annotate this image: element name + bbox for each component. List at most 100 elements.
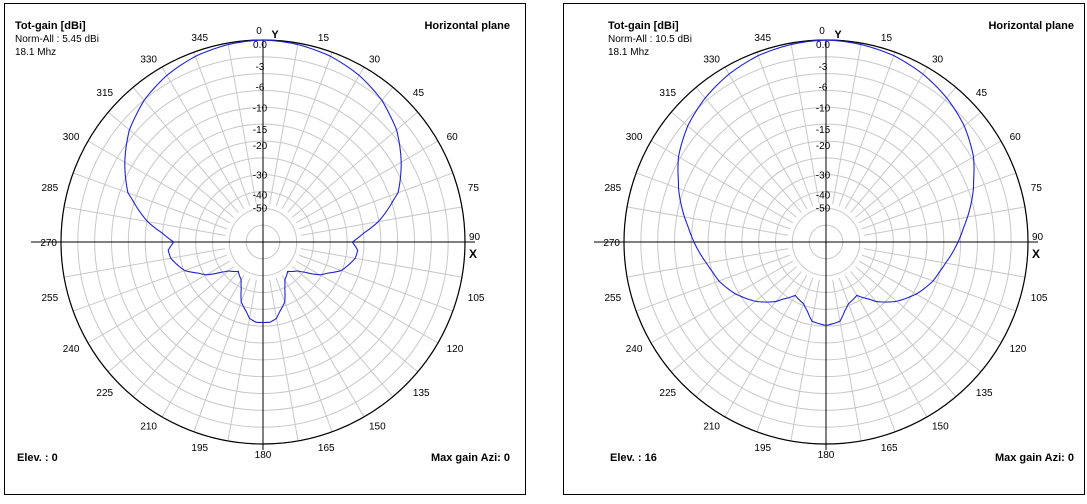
grid-spoke (670, 111, 797, 218)
radial-tick-label: -50 (816, 204, 831, 215)
radial-tick-label: -6 (256, 82, 265, 93)
grid-spoke (844, 66, 928, 210)
angle-tick-label: 285 (605, 183, 622, 194)
grid-spoke (287, 271, 394, 398)
radial-tick-label: -30 (253, 170, 268, 181)
y-axis-letter: Y (271, 29, 279, 41)
angle-tick-label: 180 (818, 450, 835, 461)
grid-spoke (790, 42, 820, 205)
angle-tick-label: 75 (468, 183, 480, 194)
grid-spoke (695, 86, 802, 213)
polar-chart-right: Tot-gain [dBi] Norm-All : 10.5 dBi 18.1 … (594, 20, 1074, 464)
angle-tick-label: 120 (1010, 344, 1027, 355)
grid-spoke (193, 277, 251, 432)
x-axis-letter: X (1032, 247, 1040, 261)
angle-tick-label: 90 (469, 232, 481, 243)
grid-spoke (832, 279, 862, 442)
angle-tick-label: 285 (42, 183, 59, 194)
angle-tick-label: 225 (659, 388, 676, 399)
plane-label: Horizontal plane (424, 20, 510, 32)
grid-spoke (844, 274, 928, 418)
elevation-label: Elev. : 16 (610, 452, 657, 464)
grid-spoke (670, 266, 797, 373)
grid-spoke (298, 254, 453, 312)
angle-tick-label: 270 (603, 238, 620, 249)
radial-tick-label: -20 (253, 141, 268, 152)
angle-tick-label: 195 (191, 443, 208, 454)
radial-tick-label: -40 (253, 191, 268, 202)
angle-tick-label: 315 (659, 88, 676, 99)
angle-tick-label: 255 (42, 293, 59, 304)
grid-spoke (861, 172, 1016, 230)
grid-spoke (855, 111, 982, 218)
angle-tick-label: 15 (881, 33, 893, 44)
grid-spoke (275, 277, 333, 432)
plane-label: Horizontal plane (988, 20, 1074, 32)
grid-spoke (295, 260, 439, 344)
y-axis-letter: Y (834, 29, 842, 41)
grid-spoke (63, 206, 226, 236)
angle-tick-label: 30 (369, 54, 381, 65)
angle-tick-label: 150 (932, 422, 949, 433)
grid-spoke (281, 66, 365, 210)
grid-spoke (161, 274, 245, 418)
grid-spoke (298, 172, 453, 230)
grid-spoke (73, 172, 228, 230)
grid-spoke (193, 52, 251, 207)
angle-tick-label: 105 (1031, 293, 1048, 304)
angle-tick-label: 45 (976, 88, 988, 99)
grid-spoke (858, 140, 1002, 224)
grid-spoke (863, 248, 1026, 278)
angle-tick-label: 180 (255, 450, 272, 461)
radiation-pattern-curve (677, 39, 975, 326)
angle-tick-label: 210 (703, 422, 720, 433)
radial-tick-label: -40 (816, 191, 831, 202)
x-axis-letter: X (469, 247, 477, 261)
grid-spoke (636, 172, 791, 230)
radial-tick-label: -30 (816, 170, 831, 181)
radial-tick-label: 0.0 (253, 40, 267, 51)
grid-spoke (650, 140, 794, 224)
angle-tick-label: 330 (703, 54, 720, 65)
angle-tick-label: 15 (318, 33, 330, 44)
grid-spoke (300, 206, 463, 236)
grid-spoke (863, 206, 1026, 236)
grid-spoke (227, 42, 257, 205)
angle-tick-label: 0 (256, 26, 262, 37)
angle-tick-label: 300 (63, 132, 80, 143)
grid-spoke (832, 42, 862, 205)
angle-tick-label: 45 (413, 88, 425, 99)
grid-spoke (227, 279, 257, 442)
grid-spoke (292, 266, 419, 373)
angle-tick-label: 60 (1010, 132, 1022, 143)
radial-tick-label: -3 (819, 62, 828, 73)
grid-spoke (87, 140, 231, 224)
angle-tick-label: 210 (140, 422, 157, 433)
grid-spoke (63, 248, 226, 278)
chart-title: Tot-gain [dBi] (608, 20, 679, 32)
grid-spoke (626, 206, 789, 236)
radial-tick-label: -6 (819, 82, 828, 93)
grid-spoke (275, 52, 333, 207)
angle-tick-label: 135 (413, 388, 430, 399)
grid-spoke (790, 279, 820, 442)
angle-tick-label: 300 (626, 132, 643, 143)
angle-tick-label: 345 (754, 33, 771, 44)
radial-tick-label: -20 (816, 141, 831, 152)
angle-tick-label: 90 (1032, 232, 1044, 243)
polar-grid (31, 39, 475, 450)
grid-spoke (855, 266, 982, 373)
grid-spoke (281, 274, 365, 418)
grid-spoke (269, 42, 299, 205)
angle-tick-label: 105 (468, 293, 485, 304)
grid-spoke (650, 260, 794, 344)
angle-tick-label: 270 (40, 238, 57, 249)
angle-tick-label: 60 (447, 132, 459, 143)
grid-spoke (295, 140, 439, 224)
grid-spoke (132, 86, 239, 213)
grid-spoke (724, 274, 808, 418)
angle-tick-label: 30 (932, 54, 944, 65)
angle-tick-label: 165 (881, 443, 898, 454)
angle-tick-label: 330 (140, 54, 157, 65)
grid-spoke (724, 66, 808, 210)
